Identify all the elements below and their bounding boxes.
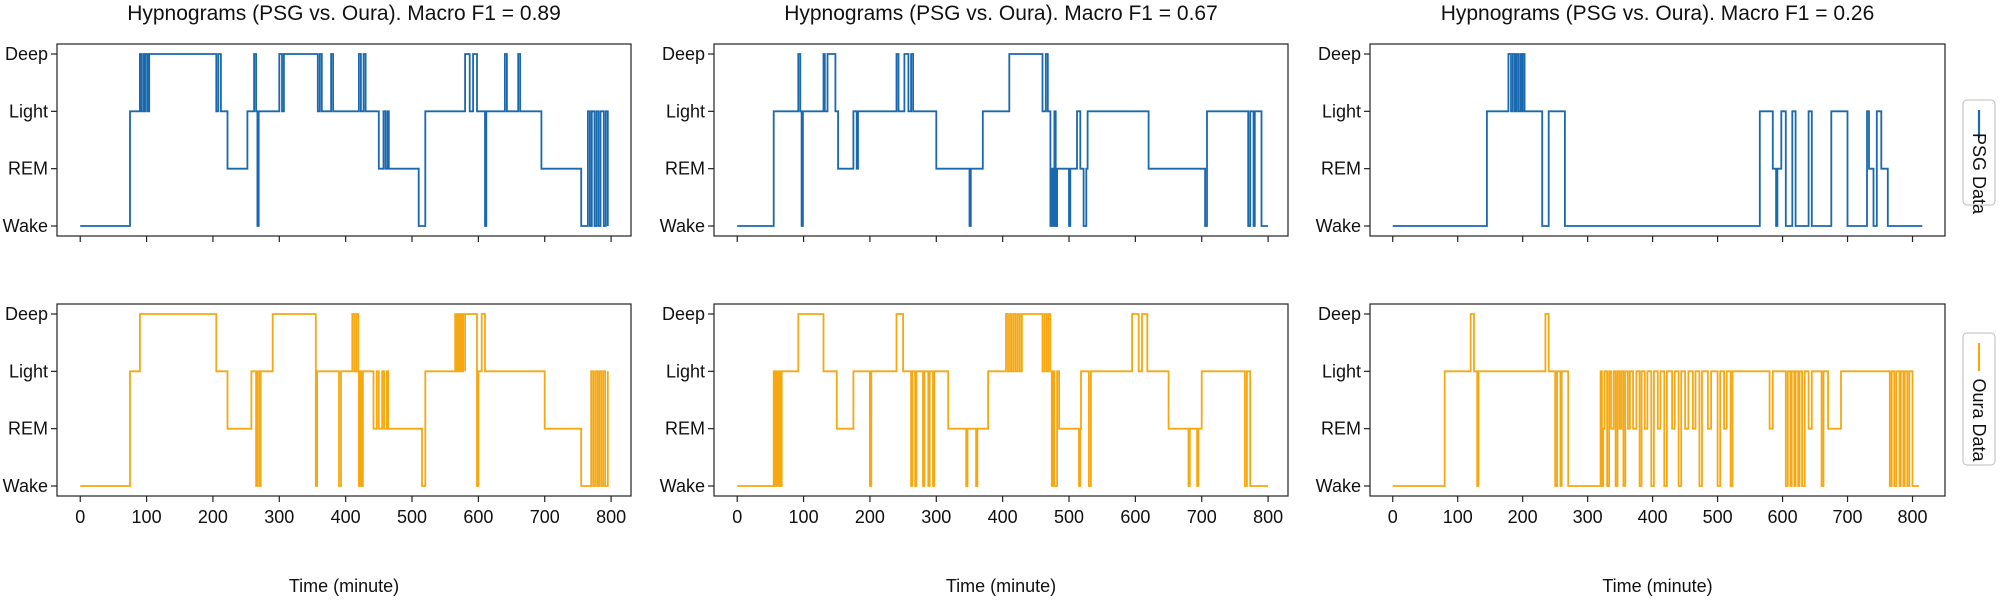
legend-box xyxy=(1962,332,1996,466)
x-tick-label: 300 xyxy=(921,507,951,527)
axes-frame xyxy=(56,303,632,497)
y-tick-label: Wake xyxy=(660,476,705,496)
chart-title: Hypnograms (PSG vs. Oura). Macro F1 = 0.… xyxy=(1441,2,1875,25)
x-tick-label: 500 xyxy=(1703,507,1733,527)
legend-box xyxy=(1962,99,1996,206)
oura-series-line xyxy=(80,313,609,487)
y-tick-label: Deep xyxy=(662,44,705,64)
y-tick-label: REM xyxy=(665,419,705,439)
x-tick-label: 300 xyxy=(264,507,294,527)
subplot-psg-3: Wake REM Light Deep xyxy=(1316,43,1946,242)
x-tick-label: 700 xyxy=(1187,507,1217,527)
x-tick-label: 800 xyxy=(596,507,626,527)
x-tick-label: 100 xyxy=(789,507,819,527)
y-tick-label: Light xyxy=(666,361,705,381)
subplot-oura-2: Wake REM Light Deep 0 100 200 300 400 500 600 700 80… xyxy=(660,303,1289,596)
x-tick-label: 700 xyxy=(1833,507,1863,527)
y-tick-label: REM xyxy=(8,159,48,179)
y-tick-label: REM xyxy=(665,159,705,179)
x-axis-label: Time (minute) xyxy=(946,576,1056,596)
x-tick-label: 0 xyxy=(75,507,85,527)
x-tick-label: 500 xyxy=(397,507,427,527)
x-axis-label: Time (minute) xyxy=(1602,576,1712,596)
x-tick-label: 800 xyxy=(1897,507,1927,527)
y-tick-label: Wake xyxy=(1316,216,1361,236)
x-tick-label: 200 xyxy=(1508,507,1538,527)
y-tick-label: Light xyxy=(666,101,705,121)
x-tick-label: 300 xyxy=(1573,507,1603,527)
x-tick-label: 600 xyxy=(463,507,493,527)
y-tick-label: Deep xyxy=(662,304,705,324)
y-tick-label: Light xyxy=(1322,101,1361,121)
x-tick-label: 800 xyxy=(1253,507,1283,527)
subplot-oura-3: Wake REM Light Deep 0 100 200 300 400 500 600 700 80… xyxy=(1316,303,1946,596)
y-tick-label: Wake xyxy=(3,476,48,496)
subplot-psg-1: Wake REM Light Deep xyxy=(3,43,632,242)
x-axis-label: Time (minute) xyxy=(289,576,399,596)
x-tick-label: 100 xyxy=(132,507,162,527)
x-tick-label: 400 xyxy=(988,507,1018,527)
chart-title: Hypnograms (PSG vs. Oura). Macro F1 = 0.… xyxy=(127,2,561,25)
chart-title: Hypnograms (PSG vs. Oura). Macro F1 = 0.… xyxy=(784,2,1218,25)
x-tick-label: 200 xyxy=(198,507,228,527)
y-tick-label: Light xyxy=(1322,361,1361,381)
x-tick-label: 600 xyxy=(1120,507,1150,527)
psg-series-line xyxy=(737,53,1269,227)
y-tick-label: Deep xyxy=(1318,44,1361,64)
axes-frame xyxy=(56,43,632,237)
y-tick-label: Light xyxy=(9,101,48,121)
x-tick-label: 0 xyxy=(1388,507,1398,527)
legend-label: PSG Data xyxy=(1969,133,1989,215)
y-tick-label: REM xyxy=(1321,419,1361,439)
x-tick-label: 400 xyxy=(331,507,361,527)
oura-series-line xyxy=(737,313,1269,487)
axes-frame xyxy=(1369,303,1946,497)
psg-series-line xyxy=(1392,53,1923,227)
y-tick-label: Wake xyxy=(1316,476,1361,496)
x-tick-label: 400 xyxy=(1638,507,1668,527)
x-tick-label: 700 xyxy=(530,507,560,527)
x-tick-label: 100 xyxy=(1443,507,1473,527)
psg-series-line xyxy=(80,53,609,227)
axes-frame xyxy=(713,43,1289,237)
axes-frame xyxy=(713,303,1289,497)
x-tick-label: 600 xyxy=(1768,507,1798,527)
oura-series-line xyxy=(1392,313,1919,487)
legend-oura: Oura Data xyxy=(1962,332,1996,466)
x-tick-label: 500 xyxy=(1054,507,1084,527)
x-tick-label: 0 xyxy=(732,507,742,527)
y-tick-label: Deep xyxy=(5,304,48,324)
legend-label: Oura Data xyxy=(1969,378,1989,462)
y-tick-label: Deep xyxy=(5,44,48,64)
legend-psg: PSG Data xyxy=(1962,99,1996,215)
subplot-oura-1: Wake REM Light Deep 0 100 200 300 400 500 600 700 80… xyxy=(3,303,632,596)
y-tick-label: Deep xyxy=(1318,304,1361,324)
axes-frame xyxy=(1369,43,1946,237)
x-tick-label: 200 xyxy=(855,507,885,527)
y-tick-label: REM xyxy=(8,419,48,439)
y-tick-label: REM xyxy=(1321,159,1361,179)
y-tick-label: Light xyxy=(9,361,48,381)
y-tick-label: Wake xyxy=(660,216,705,236)
subplot-psg-2: Wake REM Light Deep xyxy=(660,43,1289,242)
y-tick-label: Wake xyxy=(3,216,48,236)
